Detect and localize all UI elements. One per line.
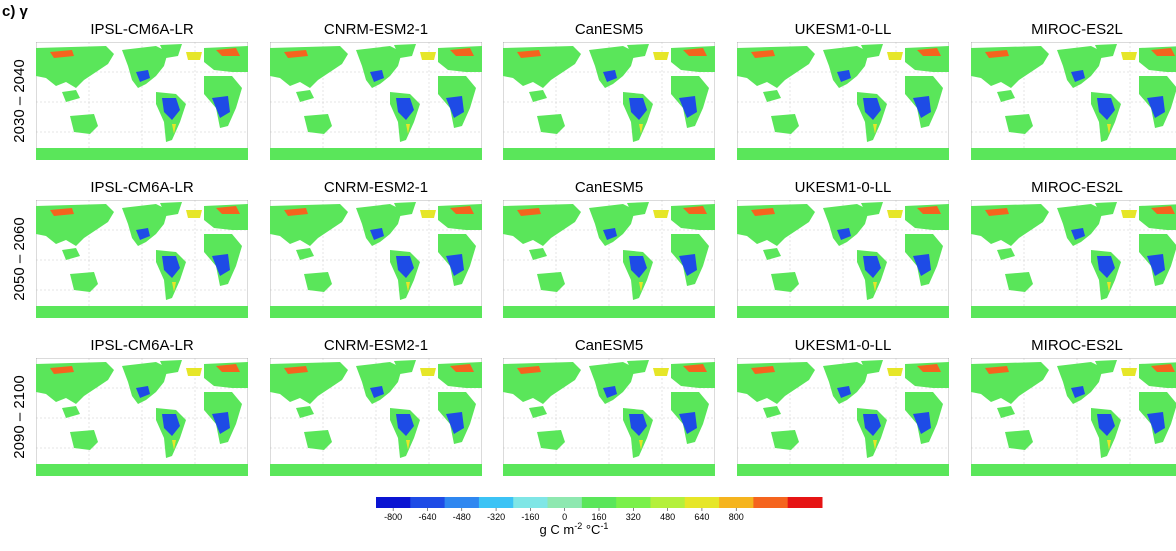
unit-exponent: -1 xyxy=(600,521,608,531)
color-box xyxy=(582,497,617,508)
panel-title: MIROC-ES2L xyxy=(1031,337,1123,354)
row-label: 2030 – 2040 xyxy=(11,59,28,142)
color-box xyxy=(650,497,685,508)
map xyxy=(503,358,715,476)
tick-label: 640 xyxy=(694,512,709,522)
color-box xyxy=(376,497,411,508)
color-box xyxy=(616,497,651,508)
color-box xyxy=(548,497,583,508)
map xyxy=(36,200,248,318)
panel-title: IPSL-CM6A-LR xyxy=(90,21,194,38)
panel-label: c) γ xyxy=(2,3,29,20)
map xyxy=(737,42,949,160)
color-box xyxy=(685,497,720,508)
color-box xyxy=(479,497,514,508)
color-box xyxy=(513,497,548,508)
tick-label: 480 xyxy=(660,512,675,522)
panel-title: CNRM-ESM2-1 xyxy=(324,337,428,354)
map xyxy=(971,358,1176,476)
map xyxy=(737,200,949,318)
tick-label: -480 xyxy=(453,512,471,522)
tick-label: -640 xyxy=(418,512,436,522)
panel-title: IPSL-CM6A-LR xyxy=(90,337,194,354)
row-label: 2050 – 2060 xyxy=(11,217,28,300)
tick-label: -800 xyxy=(384,512,402,522)
panel-title: CanESM5 xyxy=(575,179,643,196)
color-box xyxy=(788,497,823,508)
tick-label: 0 xyxy=(562,512,567,522)
tick-label: 320 xyxy=(626,512,641,522)
color-box xyxy=(753,497,788,508)
figure: c) γ 2030 – 2040 IPSL-CM6A-LR CNRM-ESM2-1 C… xyxy=(0,0,1176,551)
map xyxy=(36,358,248,476)
map xyxy=(971,42,1176,160)
map xyxy=(503,200,715,318)
map xyxy=(737,358,949,476)
map xyxy=(971,200,1176,318)
unit-text: g C m xyxy=(540,522,575,537)
tick-label: -320 xyxy=(487,512,505,522)
map-grid: 2030 – 2040 IPSL-CM6A-LR CNRM-ESM2-1 CanESM… xyxy=(11,21,1176,476)
unit-exponent: -2 xyxy=(574,521,582,531)
panel-title: CanESM5 xyxy=(575,337,643,354)
map xyxy=(270,42,482,160)
map xyxy=(503,42,715,160)
color-box xyxy=(719,497,754,508)
tick-label: -160 xyxy=(521,512,539,522)
map xyxy=(270,358,482,476)
panel-title: CNRM-ESM2-1 xyxy=(324,21,428,38)
panel-title: CanESM5 xyxy=(575,21,643,38)
panel-title: IPSL-CM6A-LR xyxy=(90,179,194,196)
colorbar-unit: g C m-2 °C-1 xyxy=(540,521,609,537)
color-box xyxy=(410,497,445,508)
tick-label: 800 xyxy=(729,512,744,522)
panel-title: UKESM1-0-LL xyxy=(795,337,892,354)
map xyxy=(270,200,482,318)
color-box xyxy=(445,497,480,508)
panel-title: MIROC-ES2L xyxy=(1031,179,1123,196)
map xyxy=(36,42,248,160)
panel-title: CNRM-ESM2-1 xyxy=(324,179,428,196)
panel-title: UKESM1-0-LL xyxy=(795,179,892,196)
panel-title: MIROC-ES2L xyxy=(1031,21,1123,38)
row-label: 2090 – 2100 xyxy=(11,375,28,458)
unit-text: °C xyxy=(582,522,600,537)
panel-title: UKESM1-0-LL xyxy=(795,21,892,38)
